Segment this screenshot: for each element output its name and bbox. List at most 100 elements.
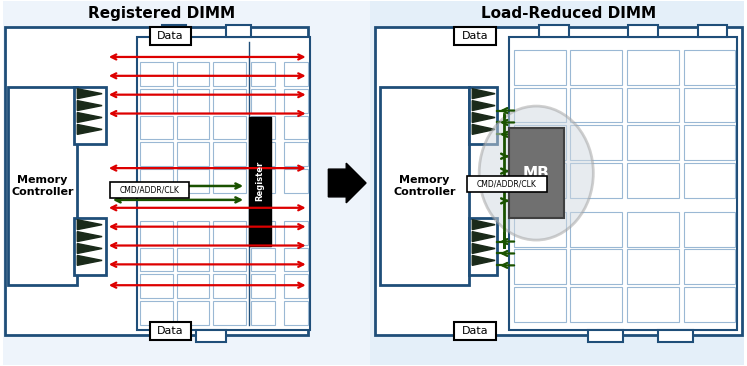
Polygon shape xyxy=(77,255,102,265)
Bar xyxy=(140,62,173,86)
Ellipse shape xyxy=(479,106,593,240)
Bar xyxy=(213,247,246,271)
Bar xyxy=(571,88,622,123)
Bar xyxy=(514,50,565,85)
Polygon shape xyxy=(472,255,495,265)
Bar xyxy=(213,62,246,86)
Bar xyxy=(176,142,209,166)
Bar xyxy=(213,301,246,325)
Bar xyxy=(251,247,275,271)
Bar xyxy=(468,176,547,192)
Bar xyxy=(161,25,187,37)
Bar xyxy=(226,25,251,37)
Bar xyxy=(284,62,308,86)
Bar xyxy=(684,212,735,247)
Bar xyxy=(140,169,173,193)
Bar xyxy=(251,62,275,86)
Text: Load-Reduced DIMM: Load-Reduced DIMM xyxy=(481,6,656,21)
Bar xyxy=(176,301,209,325)
Polygon shape xyxy=(77,124,102,134)
Bar xyxy=(514,88,565,123)
Bar xyxy=(658,330,692,342)
Bar xyxy=(176,116,209,139)
Bar xyxy=(627,50,679,85)
Bar xyxy=(698,25,728,37)
Bar xyxy=(684,126,735,160)
Bar xyxy=(74,218,106,275)
Bar xyxy=(213,221,246,244)
Bar xyxy=(627,287,679,322)
Text: Registered DIMM: Registered DIMM xyxy=(88,6,235,21)
Bar xyxy=(176,274,209,298)
Bar xyxy=(684,88,735,123)
Bar xyxy=(249,116,270,246)
Bar xyxy=(684,250,735,284)
Bar xyxy=(251,169,275,193)
Bar xyxy=(196,330,226,342)
Bar xyxy=(251,142,275,166)
Bar xyxy=(514,163,565,198)
Bar xyxy=(469,87,497,144)
Bar xyxy=(284,142,308,166)
Polygon shape xyxy=(77,112,102,123)
Bar xyxy=(284,169,308,193)
Polygon shape xyxy=(77,243,102,254)
Bar xyxy=(251,301,275,325)
Bar xyxy=(176,89,209,112)
Bar xyxy=(284,116,308,139)
Bar xyxy=(137,37,311,330)
Polygon shape xyxy=(472,232,495,242)
Bar xyxy=(284,301,308,325)
Bar xyxy=(251,116,275,139)
Text: MB: MB xyxy=(523,165,550,180)
Text: CMD/ADDR/CLK: CMD/ADDR/CLK xyxy=(477,179,537,188)
Bar xyxy=(140,116,173,139)
Text: CMD/ADDR/CLK: CMD/ADDR/CLK xyxy=(120,186,179,194)
Bar xyxy=(284,89,308,112)
Bar xyxy=(514,212,565,247)
Polygon shape xyxy=(472,89,495,99)
Bar xyxy=(251,274,275,298)
Text: Memory
Controller: Memory Controller xyxy=(394,175,456,197)
Bar xyxy=(571,250,622,284)
Bar xyxy=(284,247,308,271)
Bar xyxy=(140,274,173,298)
Text: Data: Data xyxy=(157,31,184,41)
Bar xyxy=(627,88,679,123)
Bar xyxy=(140,142,173,166)
Bar xyxy=(176,169,209,193)
FancyArrow shape xyxy=(329,163,366,203)
Bar xyxy=(213,142,246,166)
Bar xyxy=(7,87,77,285)
Bar xyxy=(571,126,622,160)
Bar xyxy=(213,274,246,298)
Polygon shape xyxy=(472,243,495,254)
Bar xyxy=(140,89,173,112)
Bar xyxy=(589,330,623,342)
Bar xyxy=(149,27,191,45)
Bar xyxy=(284,221,308,244)
Bar xyxy=(539,25,568,37)
Bar xyxy=(571,163,622,198)
Bar xyxy=(213,116,246,139)
Bar xyxy=(627,250,679,284)
Bar xyxy=(3,1,370,365)
Bar xyxy=(509,128,563,218)
Bar xyxy=(684,287,735,322)
Bar xyxy=(684,163,735,198)
Bar xyxy=(140,301,173,325)
Bar xyxy=(176,62,209,86)
Polygon shape xyxy=(77,232,102,242)
Bar xyxy=(627,212,679,247)
Polygon shape xyxy=(77,89,102,99)
Bar xyxy=(514,287,565,322)
Polygon shape xyxy=(472,124,495,134)
Polygon shape xyxy=(77,101,102,111)
Bar xyxy=(74,87,106,144)
Bar xyxy=(251,89,275,112)
Bar xyxy=(213,89,246,112)
Bar xyxy=(284,274,308,298)
Text: Data: Data xyxy=(462,31,489,41)
Text: Register: Register xyxy=(255,161,264,201)
Polygon shape xyxy=(77,220,102,229)
